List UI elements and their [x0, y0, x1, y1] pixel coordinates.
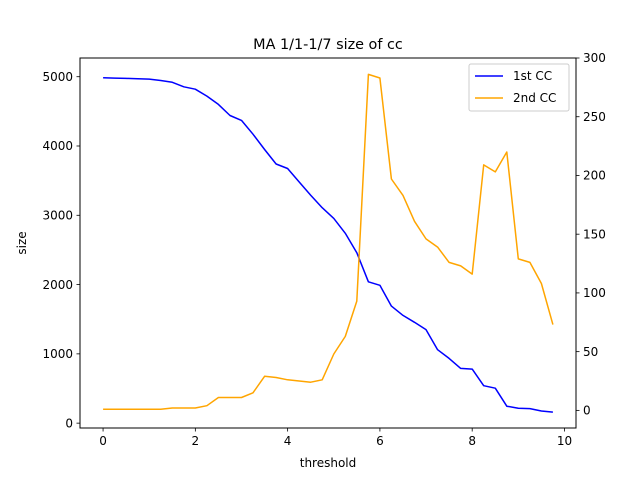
y2-tick-label: 50 [583, 345, 598, 359]
plot-lines [103, 73, 554, 413]
x-axis-label: threshold [300, 456, 357, 470]
x-tick-label: 4 [284, 434, 292, 448]
y-tick-label: 4000 [42, 139, 73, 153]
y2-tick-label: 300 [583, 51, 606, 65]
series-line-2nd-cc [103, 73, 554, 410]
y-axis-label: size [15, 231, 29, 254]
y2-tick-label: 200 [583, 169, 606, 183]
x-tick-label: 0 [99, 434, 107, 448]
y-tick-label: 5000 [42, 70, 73, 84]
x-tick-label: 2 [192, 434, 200, 448]
x-tick-label: 8 [468, 434, 476, 448]
legend-label-2nd-cc: 2nd CC [513, 91, 556, 105]
y-tick-label: 2000 [42, 278, 73, 292]
plot-frame [79, 57, 577, 429]
x-tick-label: 6 [376, 434, 384, 448]
y2-tick-label: 100 [583, 286, 606, 300]
y-tick-label: 3000 [42, 208, 73, 222]
legend-label-1st-cc: 1st CC [513, 69, 552, 83]
y-tick-label: 1000 [42, 347, 73, 361]
x-tick-label: 10 [557, 434, 572, 448]
left-y-axis-ticks: 0 1000 2000 3000 4000 5000 [42, 70, 80, 430]
x-axis-ticks: 0 2 4 6 8 10 [99, 428, 572, 448]
y-tick-label: 0 [65, 416, 73, 430]
y2-tick-label: 0 [583, 404, 591, 418]
chart-title: MA 1/1-1/7 size of cc [253, 37, 403, 53]
y2-tick-label: 150 [583, 227, 606, 241]
legend: 1st CC 2nd CC [468, 63, 570, 112]
y2-tick-label: 250 [583, 110, 606, 124]
right-y-axis-ticks: 0 50 100 150 200 250 300 [576, 51, 606, 418]
series-line-1st-cc [103, 76, 553, 413]
